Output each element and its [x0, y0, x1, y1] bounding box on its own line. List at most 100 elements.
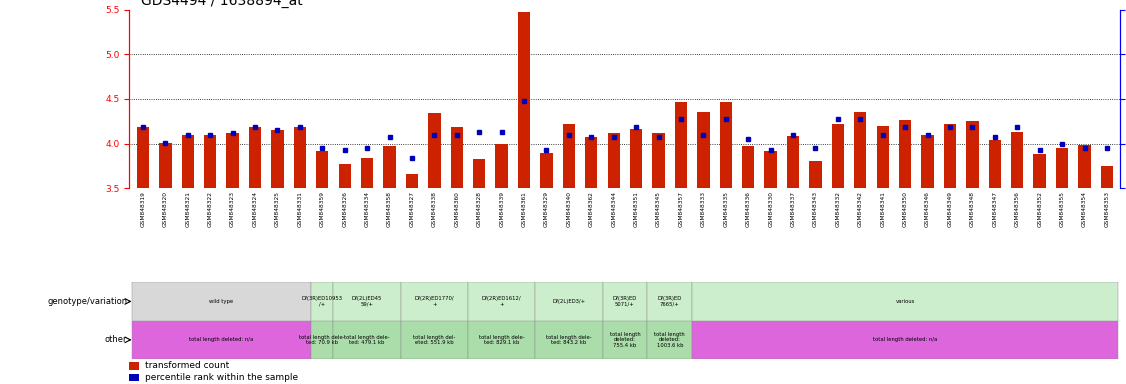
Text: GSM848339: GSM848339 [499, 191, 504, 227]
Text: Df(2R)ED1770/
+: Df(2R)ED1770/ + [414, 296, 454, 307]
Text: GSM848354: GSM848354 [1082, 191, 1087, 227]
Text: GSM848357: GSM848357 [679, 191, 683, 227]
Bar [647, 282, 692, 321]
Text: total length
deleted:
1003.6 kb: total length deleted: 1003.6 kb [654, 332, 685, 348]
Bar [383, 146, 395, 188]
Bar [647, 321, 692, 359]
Bar [855, 112, 867, 188]
Text: GSM848348: GSM848348 [969, 191, 975, 227]
Bar [136, 127, 149, 188]
Text: GSM848346: GSM848346 [926, 191, 930, 227]
Bar [468, 321, 535, 359]
Bar [428, 113, 440, 188]
Text: GDS4494 / 1638894_at: GDS4494 / 1638894_at [141, 0, 303, 8]
Text: GSM848333: GSM848333 [700, 191, 706, 227]
Bar [181, 135, 194, 188]
Text: GSM848340: GSM848340 [566, 191, 571, 227]
Text: GSM848336: GSM848336 [745, 191, 751, 227]
Text: GSM848337: GSM848337 [790, 191, 796, 227]
Bar [876, 126, 888, 188]
Bar [692, 321, 1118, 359]
Text: GSM848347: GSM848347 [992, 191, 998, 227]
Bar [535, 282, 602, 321]
Text: GSM848323: GSM848323 [230, 191, 235, 227]
Bar [473, 159, 485, 188]
Bar [692, 282, 1118, 321]
Bar [944, 124, 956, 188]
Text: GSM848327: GSM848327 [410, 191, 414, 227]
Bar [132, 282, 311, 321]
Text: other: other [105, 335, 127, 344]
Bar [361, 158, 374, 188]
Text: GSM848350: GSM848350 [903, 191, 908, 227]
Text: total length dele-
ted: 843.2 kb: total length dele- ted: 843.2 kb [546, 334, 591, 345]
Text: Df(3R)ED
5071/+: Df(3R)ED 5071/+ [613, 296, 637, 307]
Bar [966, 121, 978, 188]
Bar [159, 142, 171, 188]
Text: GSM848334: GSM848334 [365, 191, 369, 227]
Bar [129, 374, 140, 381]
Text: GSM848344: GSM848344 [611, 191, 616, 227]
Bar [1079, 145, 1091, 188]
Text: wild type: wild type [209, 299, 233, 304]
Bar [468, 282, 535, 321]
Bar [1011, 132, 1024, 188]
Bar [540, 153, 553, 188]
Bar [1056, 148, 1069, 188]
Bar [652, 133, 664, 188]
Bar [401, 282, 468, 321]
Text: GSM848358: GSM848358 [387, 191, 392, 227]
Bar [405, 174, 418, 188]
Bar [450, 127, 463, 188]
Text: GSM848345: GSM848345 [656, 191, 661, 227]
Text: various: various [895, 299, 914, 304]
Bar [899, 120, 911, 188]
Bar [810, 161, 822, 188]
Text: GSM848331: GSM848331 [297, 191, 303, 227]
Bar [132, 321, 311, 359]
Text: GSM848330: GSM848330 [768, 191, 774, 227]
Bar [921, 135, 933, 188]
Bar [602, 321, 647, 359]
Text: GSM848356: GSM848356 [1015, 191, 1020, 227]
Text: GSM848338: GSM848338 [432, 191, 437, 227]
Bar [401, 321, 468, 359]
Bar [495, 144, 508, 188]
Text: GSM848322: GSM848322 [207, 191, 213, 227]
Bar [989, 140, 1001, 188]
Bar [674, 101, 687, 188]
Bar [271, 130, 284, 188]
Bar [294, 127, 306, 188]
Bar [129, 362, 140, 369]
Text: percentile rank within the sample: percentile rank within the sample [145, 373, 298, 382]
Bar [1034, 154, 1046, 188]
Text: GSM848351: GSM848351 [634, 191, 638, 227]
Text: total length dele-
ted: 829.1 kb: total length dele- ted: 829.1 kb [479, 334, 525, 345]
Bar [742, 146, 754, 188]
Bar [535, 321, 602, 359]
Bar [697, 112, 709, 188]
Bar [765, 151, 777, 188]
Text: total length dele-
ted: 479.1 kb: total length dele- ted: 479.1 kb [345, 334, 390, 345]
Text: total length deleted: n/a: total length deleted: n/a [189, 337, 253, 343]
Text: GSM848328: GSM848328 [476, 191, 482, 227]
Text: GSM848332: GSM848332 [835, 191, 840, 227]
Text: GSM848355: GSM848355 [1060, 191, 1064, 227]
Text: genotype/variation: genotype/variation [47, 297, 127, 306]
Text: GSM848342: GSM848342 [858, 191, 863, 227]
Text: transformed count: transformed count [145, 361, 230, 370]
Text: Df(2L)ED45
59/+: Df(2L)ED45 59/+ [352, 296, 383, 307]
Text: GSM848320: GSM848320 [163, 191, 168, 227]
Text: GSM848353: GSM848353 [1105, 191, 1109, 227]
Text: Df(2L)ED3/+: Df(2L)ED3/+ [553, 299, 586, 304]
Text: GSM848360: GSM848360 [454, 191, 459, 227]
Text: GSM848321: GSM848321 [186, 191, 190, 227]
Text: GSM848349: GSM848349 [947, 191, 953, 227]
Text: Df(2R)ED1612/
+: Df(2R)ED1612/ + [482, 296, 521, 307]
Text: GSM848325: GSM848325 [275, 191, 280, 227]
Bar [226, 133, 239, 188]
Bar [787, 136, 799, 188]
Bar [586, 137, 598, 188]
Text: GSM848361: GSM848361 [521, 191, 527, 227]
Text: Df(3R)ED10953
/+: Df(3R)ED10953 /+ [302, 296, 342, 307]
